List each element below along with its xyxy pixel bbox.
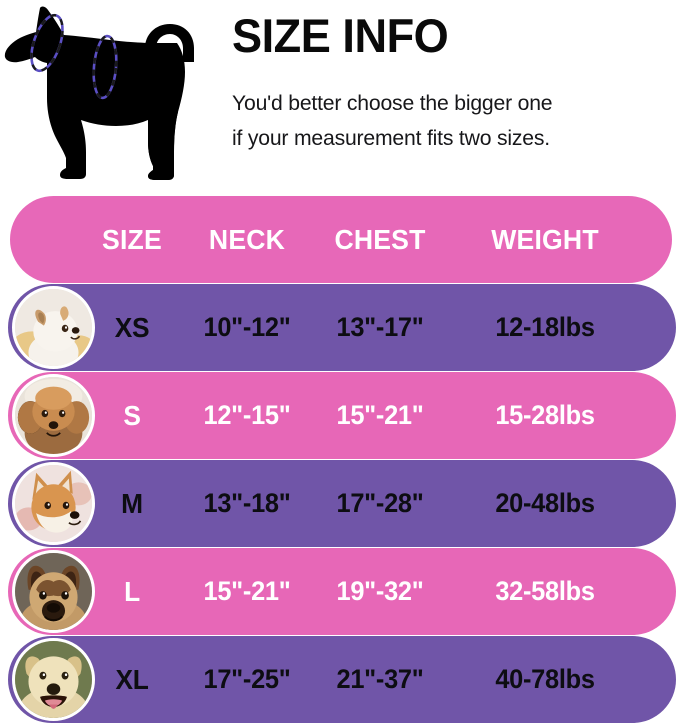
cell-weight: 40-78lbs [495, 664, 595, 694]
french-bulldog-photo-avatar [12, 550, 95, 633]
table-row: S 12"-15" 15"-21" 15-28lbs [0, 372, 679, 459]
header-section: SIZE INFO You'd better choose the bigger… [0, 0, 679, 196]
cell-weight: 15-28lbs [495, 400, 595, 430]
dog-silhouette-icon [2, 2, 202, 184]
cell-weight: 32-58lbs [495, 576, 595, 606]
subtitle-line-2: if your measurement fits two sizes. [232, 126, 550, 150]
cell-neck: 13"-18" [203, 488, 291, 518]
cell-chest: 17"-28" [336, 488, 424, 518]
cell-neck: 12"-15" [203, 400, 291, 430]
labrador-photo-avatar [12, 638, 95, 721]
row-pill-background [8, 284, 676, 371]
table-row: XL 17"-25" 21"-37" 40-78lbs [0, 636, 679, 723]
column-header-chest: CHEST [334, 224, 426, 255]
row-pill-background [8, 636, 676, 723]
cell-size: XS [114, 312, 150, 343]
cell-chest: 19"-32" [336, 576, 424, 606]
row-pill-background [8, 548, 676, 635]
cell-chest: 21"-37" [336, 664, 424, 694]
table-row: M 13"-18" 17"-28" 20-48lbs [0, 460, 679, 547]
cell-size: M [121, 488, 143, 519]
page-title: SIZE INFO [232, 9, 449, 62]
cell-chest: 13"-17" [336, 312, 424, 342]
subtitle: You'd better choose the bigger one if yo… [232, 64, 669, 156]
column-header-size: SIZE [102, 224, 162, 255]
table-row: L 15"-21" 19"-32" 32-58lbs [0, 548, 679, 635]
column-header-weight: WEIGHT [491, 224, 599, 255]
table-row: XS 10"-12" 13"-17" 12-18lbs [0, 284, 679, 371]
cell-neck: 17"-25" [203, 664, 291, 694]
row-pill-background [8, 460, 676, 547]
cell-neck: 15"-21" [203, 576, 291, 606]
header-pill-background [10, 196, 672, 283]
column-header-neck: NECK [208, 224, 286, 255]
cell-chest: 15"-21" [336, 400, 424, 430]
size-table: SIZE NECK CHEST WEIGHT [0, 196, 679, 725]
table-header-row: SIZE NECK CHEST WEIGHT [0, 196, 679, 283]
shiba-inu-photo-avatar [12, 462, 95, 545]
cell-size: L [124, 576, 140, 607]
row-pill-background [8, 372, 676, 459]
cell-neck: 10"-12" [203, 312, 291, 342]
cell-weight: 20-48lbs [495, 488, 595, 518]
cell-size: S [123, 400, 141, 431]
cell-weight: 12-18lbs [495, 312, 595, 342]
cell-size: XL [115, 664, 149, 695]
pomeranian-photo-avatar [12, 286, 95, 369]
subtitle-line-1: You'd better choose the bigger one [232, 91, 553, 115]
poodle-photo-avatar [12, 374, 95, 457]
header-text-block: SIZE INFO You'd better choose the bigger… [232, 8, 676, 156]
